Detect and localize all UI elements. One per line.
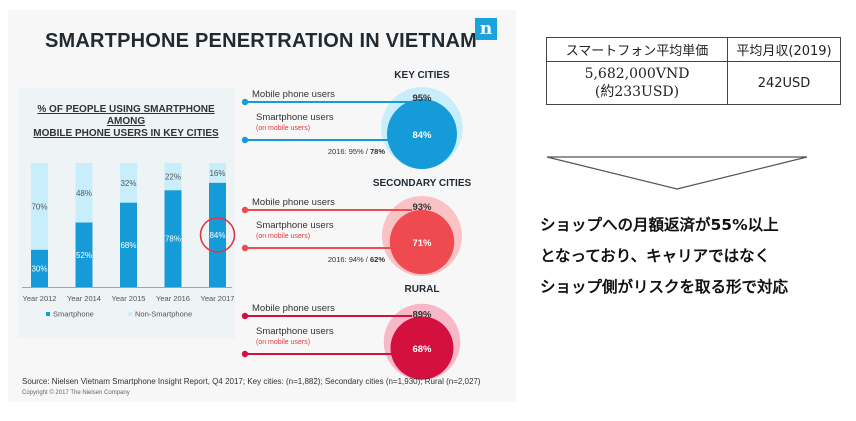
price-line-1: 5,682,000VND [584,66,690,82]
copyright-note: Copyright © 2017 The Nielsen Company [22,390,130,396]
conclusion-line-2: となっており、キャリアではなく [540,247,771,265]
conclusion-line-3: ショップ側がリスクを取る形で対応 [540,278,789,296]
infographic-title: SMARTPHONE PENERTRATION IN VIETNAM [45,30,477,52]
info-table-container: スマートフォン平均単価 平均月収(2019) 5,682,000VND (約23… [546,37,841,105]
source-note: Source: Nielsen Vietnam Smartphone Insig… [22,377,481,386]
bar-chart-title-line-2: AMONG [106,116,146,127]
info-table: スマートフォン平均単価 平均月収(2019) 5,682,000VND (約23… [546,37,841,105]
conclusion-note: ショップへの月額返済が55%以上 となっており、キャリアではなく ショップ側がリ… [540,210,788,303]
header-price-cell: スマートフォン平均単価 [546,37,728,62]
conclusion-line-1: ショップへの月額返済が55%以上 [540,216,779,234]
down-arrow-icon [546,156,808,190]
income-cell: 242USD [727,61,841,105]
bar-chart-title-line-1: % OF PEOPLE USING SMARTPHONE [37,104,215,115]
bar-chart-title: % OF PEOPLE USING SMARTPHONE AMONG MOBIL… [26,104,226,140]
price-line-2: (約233USD) [594,84,680,100]
bar-chart-title-line-3: MOBILE PHONE USERS IN KEY CITIES [33,128,219,139]
nielsen-logo-icon: n [475,18,497,40]
price-cell: 5,682,000VND (約233USD) [546,61,728,105]
header-income-cell: 平均月収(2019) [727,37,841,62]
